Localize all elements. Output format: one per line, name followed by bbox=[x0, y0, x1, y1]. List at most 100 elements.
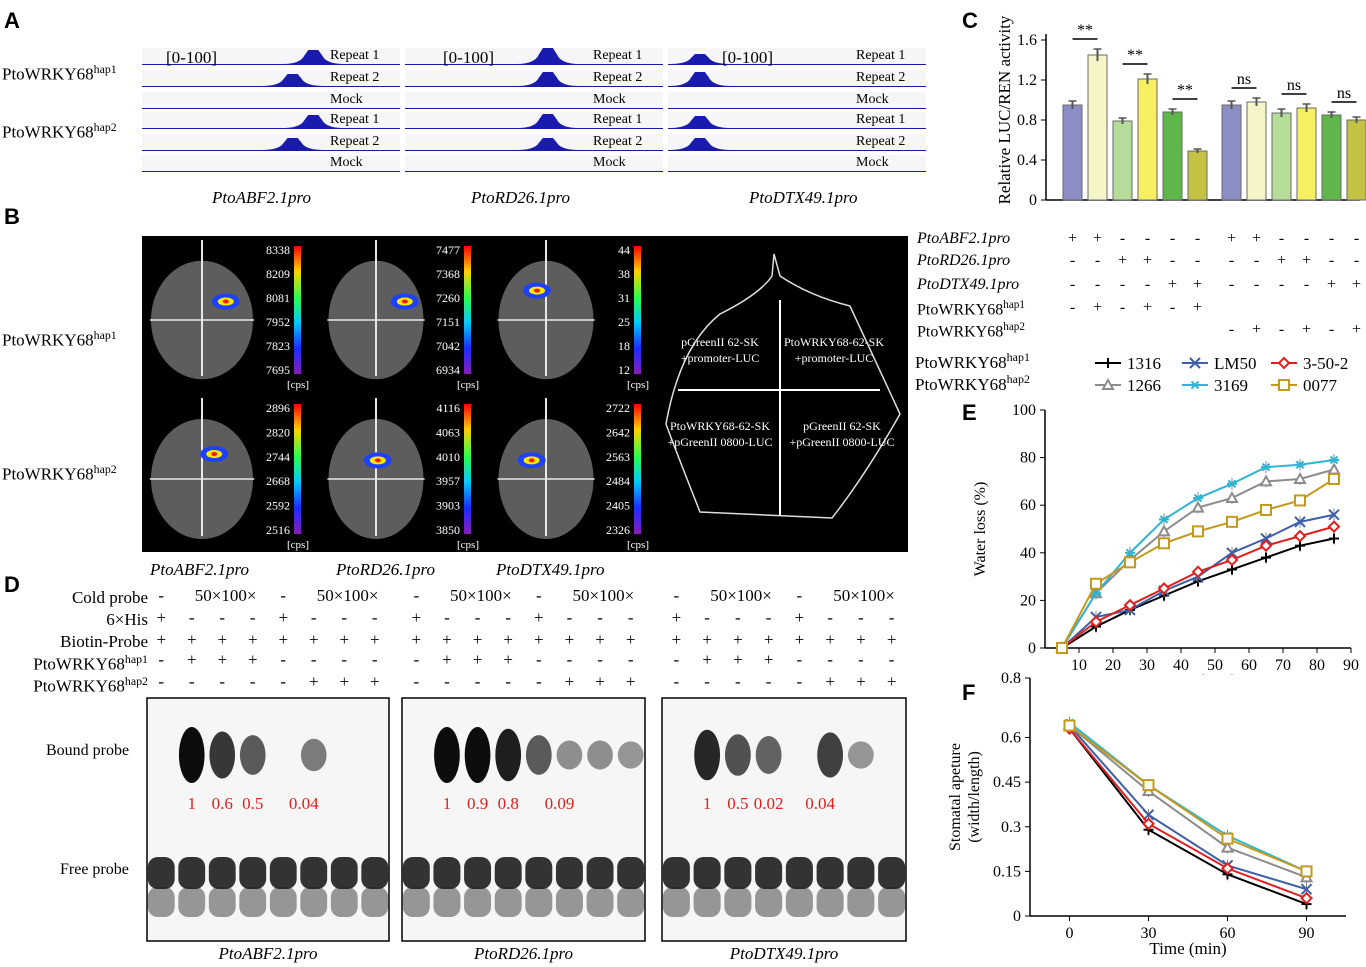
c-matrix-sign: - bbox=[1303, 230, 1310, 247]
e-x-axis-label: Time (min) bbox=[1159, 671, 1236, 675]
marker-x bbox=[1226, 547, 1238, 559]
e-y-axis-label: Water loss (%) bbox=[972, 482, 989, 577]
free-probe-band bbox=[586, 857, 614, 889]
e-x-tick-label: 20 bbox=[1105, 657, 1121, 674]
d-lane-sign: - bbox=[444, 608, 450, 627]
c-row-label-text: PtoABF2.1pro bbox=[917, 230, 1011, 247]
f-series-line bbox=[1068, 724, 1307, 879]
schematic-label: PtoWRKY68-62-SK bbox=[784, 335, 884, 349]
d-promoter-label: PtoRD26.1pro bbox=[473, 944, 573, 963]
d-lane-sign: - bbox=[765, 672, 772, 691]
chip-track bbox=[142, 48, 400, 65]
d-lane-sign: + bbox=[156, 630, 167, 649]
scale-tick-label: 2668 bbox=[266, 474, 290, 488]
c-matrix-sign: + bbox=[1351, 321, 1362, 338]
d-band-intensity: 0.04 bbox=[805, 794, 835, 813]
chip-peak-shape bbox=[261, 74, 324, 86]
luminescence-spot-peak bbox=[534, 288, 540, 293]
d-lane-sign: + bbox=[595, 630, 605, 649]
chip-track-label: Repeat 2 bbox=[330, 70, 380, 85]
c-significance-label: ns bbox=[1237, 71, 1251, 88]
scale-tick-label: 2563 bbox=[606, 450, 630, 464]
c-matrix-sign: - bbox=[1144, 276, 1151, 293]
chip-track-label: Mock bbox=[330, 92, 363, 107]
d-band-intensity: 0.8 bbox=[498, 794, 519, 813]
marker-square bbox=[1300, 865, 1313, 878]
free-probe-band bbox=[816, 857, 844, 889]
marker-diamond bbox=[1277, 356, 1291, 370]
scale-tick-label: 4010 bbox=[436, 450, 460, 464]
c-matrix-sign: - bbox=[1069, 276, 1076, 293]
d-promoter-label: PtoABF2.1pro bbox=[218, 944, 318, 963]
chip-track bbox=[668, 92, 926, 109]
d-lane-sign: - bbox=[505, 672, 512, 691]
d-lane-sign: + bbox=[702, 650, 712, 669]
c-matrix-sign: - bbox=[1194, 252, 1201, 269]
transfection-schematic: pGreenII 62-SK +promoter-LUC PtoWRKY68-62-… bbox=[665, 253, 901, 519]
free-probe-smear bbox=[755, 887, 783, 917]
d-lane-sign: - bbox=[219, 608, 226, 627]
d-lane-sign: + bbox=[217, 630, 228, 649]
emsa-blot: 1 0.6 0.5 0.04 bbox=[146, 697, 390, 942]
d-band-intensity: 1 bbox=[703, 794, 712, 813]
legend-row2-label: PtoWRKY68hap2 bbox=[915, 372, 1030, 394]
d-lane-sign: + bbox=[369, 630, 380, 649]
scale-tick-label: 4116 bbox=[436, 401, 460, 415]
chip-peak bbox=[668, 138, 731, 150]
bound-band bbox=[817, 732, 844, 778]
c-bar bbox=[1246, 101, 1267, 201]
free-probe-smear bbox=[361, 887, 389, 917]
c-matrix-sign: - bbox=[1094, 252, 1101, 269]
luminescence-spot-peak bbox=[528, 458, 535, 463]
d-lane-sign: - bbox=[796, 650, 803, 669]
water-loss-line-chart: 0 20 40 60 80 100 10 20 30 40 50 60 70 80 90 Time (min)… bbox=[972, 402, 1359, 675]
free-probe-band bbox=[433, 857, 461, 889]
chip-peak bbox=[282, 115, 345, 128]
e-series-line bbox=[1061, 537, 1335, 649]
bound-band bbox=[209, 731, 236, 779]
free-probe-band bbox=[208, 857, 236, 889]
c-matrix-sign: + bbox=[1067, 230, 1078, 247]
c-matrix-sign: + bbox=[1351, 276, 1362, 293]
chip-peak bbox=[516, 48, 579, 64]
marker-square bbox=[1063, 719, 1076, 732]
c-row-label-text: PtoDTX49.1pro bbox=[917, 276, 1020, 293]
scale-tick-label: 2744 bbox=[266, 450, 290, 464]
chip-track-label: Mock bbox=[330, 155, 363, 170]
luminescence-spot-peak bbox=[211, 452, 218, 457]
chip-track-label: Repeat 2 bbox=[330, 134, 380, 149]
d-lane-sign: - bbox=[627, 650, 634, 669]
legend-row2-base: PtoWRKY68 bbox=[915, 375, 1007, 394]
c-matrix-sign: - bbox=[1119, 230, 1126, 247]
f-x-axis-label: Time (min) bbox=[1149, 939, 1226, 958]
free-probe-smear bbox=[525, 887, 553, 917]
c-matrix-sign: + bbox=[1142, 299, 1153, 316]
c-significance-label: ns bbox=[1337, 85, 1351, 102]
d-lane-sign: - bbox=[673, 650, 680, 669]
d-row-label-text: PtoWRKY68 bbox=[33, 654, 125, 674]
d-band-intensity: 0.9 bbox=[467, 794, 488, 813]
chip-peak bbox=[261, 138, 324, 150]
e-x-tick-label: 50 bbox=[1207, 657, 1223, 674]
panel-a-row-hap1-sup: hap1 bbox=[93, 62, 117, 76]
d-lane-sign: - bbox=[280, 650, 287, 669]
chip-track bbox=[142, 155, 400, 172]
emsa-blot: 1 0.9 0.8 0.09 bbox=[401, 697, 646, 942]
d-row-label: Biotin-Probe bbox=[20, 632, 148, 652]
d-lane-sign: - bbox=[188, 608, 195, 627]
scale-tick-label: 7823 bbox=[266, 339, 290, 353]
d-lane-sign: - bbox=[796, 586, 803, 605]
panel-a-row-hap2-sup: hap2 bbox=[93, 120, 117, 134]
d-lane-sign: + bbox=[411, 608, 422, 627]
free-probe-band bbox=[361, 857, 389, 889]
d-lane-sign: + bbox=[671, 608, 682, 627]
d-row-label-text: Cold probe bbox=[71, 588, 148, 607]
c-matrix-sign: - bbox=[1228, 276, 1235, 293]
chip-peak bbox=[668, 116, 731, 128]
c-matrix-sign: - bbox=[1228, 252, 1235, 269]
e-y-tick-label: 20 bbox=[1020, 592, 1036, 609]
chip-track-label: Repeat 2 bbox=[593, 70, 643, 85]
c-matrix-sign: - bbox=[1069, 299, 1076, 316]
bound-band bbox=[300, 738, 327, 772]
bound-band bbox=[434, 727, 460, 783]
